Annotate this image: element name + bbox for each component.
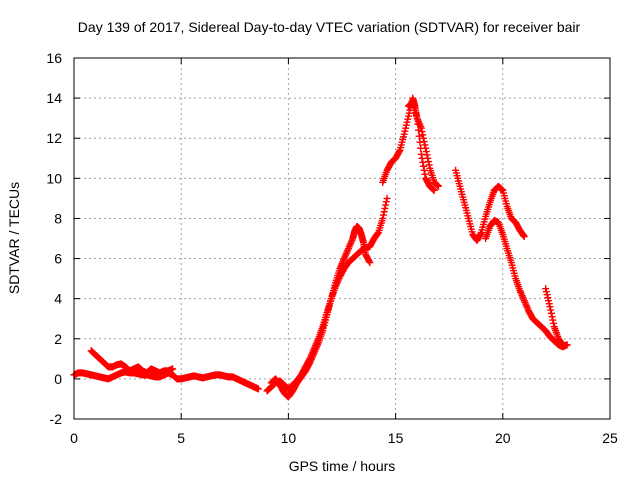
data-point [414,126,422,134]
data-point [382,201,390,209]
y-axis-label: SDTVAR / TECUs [6,182,22,294]
data-point [419,134,427,142]
y-tick-label: 12 [46,130,62,146]
data-point [419,158,427,166]
plot-frame [73,57,611,420]
data-point [549,316,557,324]
data-point [366,259,374,267]
data-point [558,340,566,348]
x-tick-label: 25 [602,430,618,446]
data-point [546,303,554,311]
plot-data [70,94,571,401]
data-point [383,194,391,202]
data-point [477,230,485,238]
series-segment-8 [482,216,571,351]
data-point [254,385,262,393]
data-point [418,128,426,136]
series-segment-2 [87,347,177,377]
data-point [417,150,425,158]
series-segment-5 [379,94,442,190]
data-point [365,257,373,265]
series-segment-6 [404,98,438,194]
data-point [169,365,177,373]
data-point [417,144,425,152]
data-point [520,232,528,240]
y-tick-label: 2 [54,331,62,347]
x-tick-label: 15 [388,430,404,446]
data-point [547,306,555,314]
data-point [421,141,429,149]
data-point [419,131,427,139]
data-point [395,148,403,156]
series-segment-4 [267,222,374,401]
data-point [419,162,427,170]
axis-ticks: 0 5 10 15 20 25 -2 0 2 4 6 8 10 12 14 16 [46,50,618,446]
data-point [382,198,390,206]
y-tick-label: -2 [50,411,63,427]
data-point [520,231,528,239]
y-tick-label: 4 [54,291,62,307]
grid [74,58,610,419]
y-tick-label: 10 [46,170,62,186]
series-segment-9 [542,285,567,349]
x-tick-label: 10 [281,430,297,446]
data-point [380,208,388,216]
data-point [374,229,382,237]
data-point [434,182,442,190]
data-point [421,170,429,178]
x-axis-label: GPS time / hours [289,458,396,474]
y-tick-label: 6 [54,251,62,267]
data-point [379,214,387,222]
data-point [425,161,433,169]
data-point [416,138,424,146]
data-point [550,319,558,327]
data-point [415,132,423,140]
x-tick-label: 0 [70,430,78,446]
y-tick-label: 0 [54,371,62,387]
data-point [413,114,421,122]
series-segment-3 [263,194,391,395]
x-tick-label: 20 [495,430,511,446]
data-point [559,341,567,349]
x-tick-label: 5 [177,430,185,446]
y-tick-label: 14 [46,90,62,106]
data-point [379,211,387,219]
y-tick-label: 16 [46,50,62,66]
data-point [422,148,430,156]
data-point [548,313,556,321]
y-tick-label: 8 [54,210,62,226]
data-point [420,166,428,174]
chart-title: Day 139 of 2017, Sidereal Day-to-day VTE… [78,19,581,35]
data-point [414,120,422,128]
data-point [418,154,426,162]
data-point [381,204,389,212]
data-point [547,309,555,317]
series-segment-7 [452,166,528,245]
data-point [430,186,438,194]
